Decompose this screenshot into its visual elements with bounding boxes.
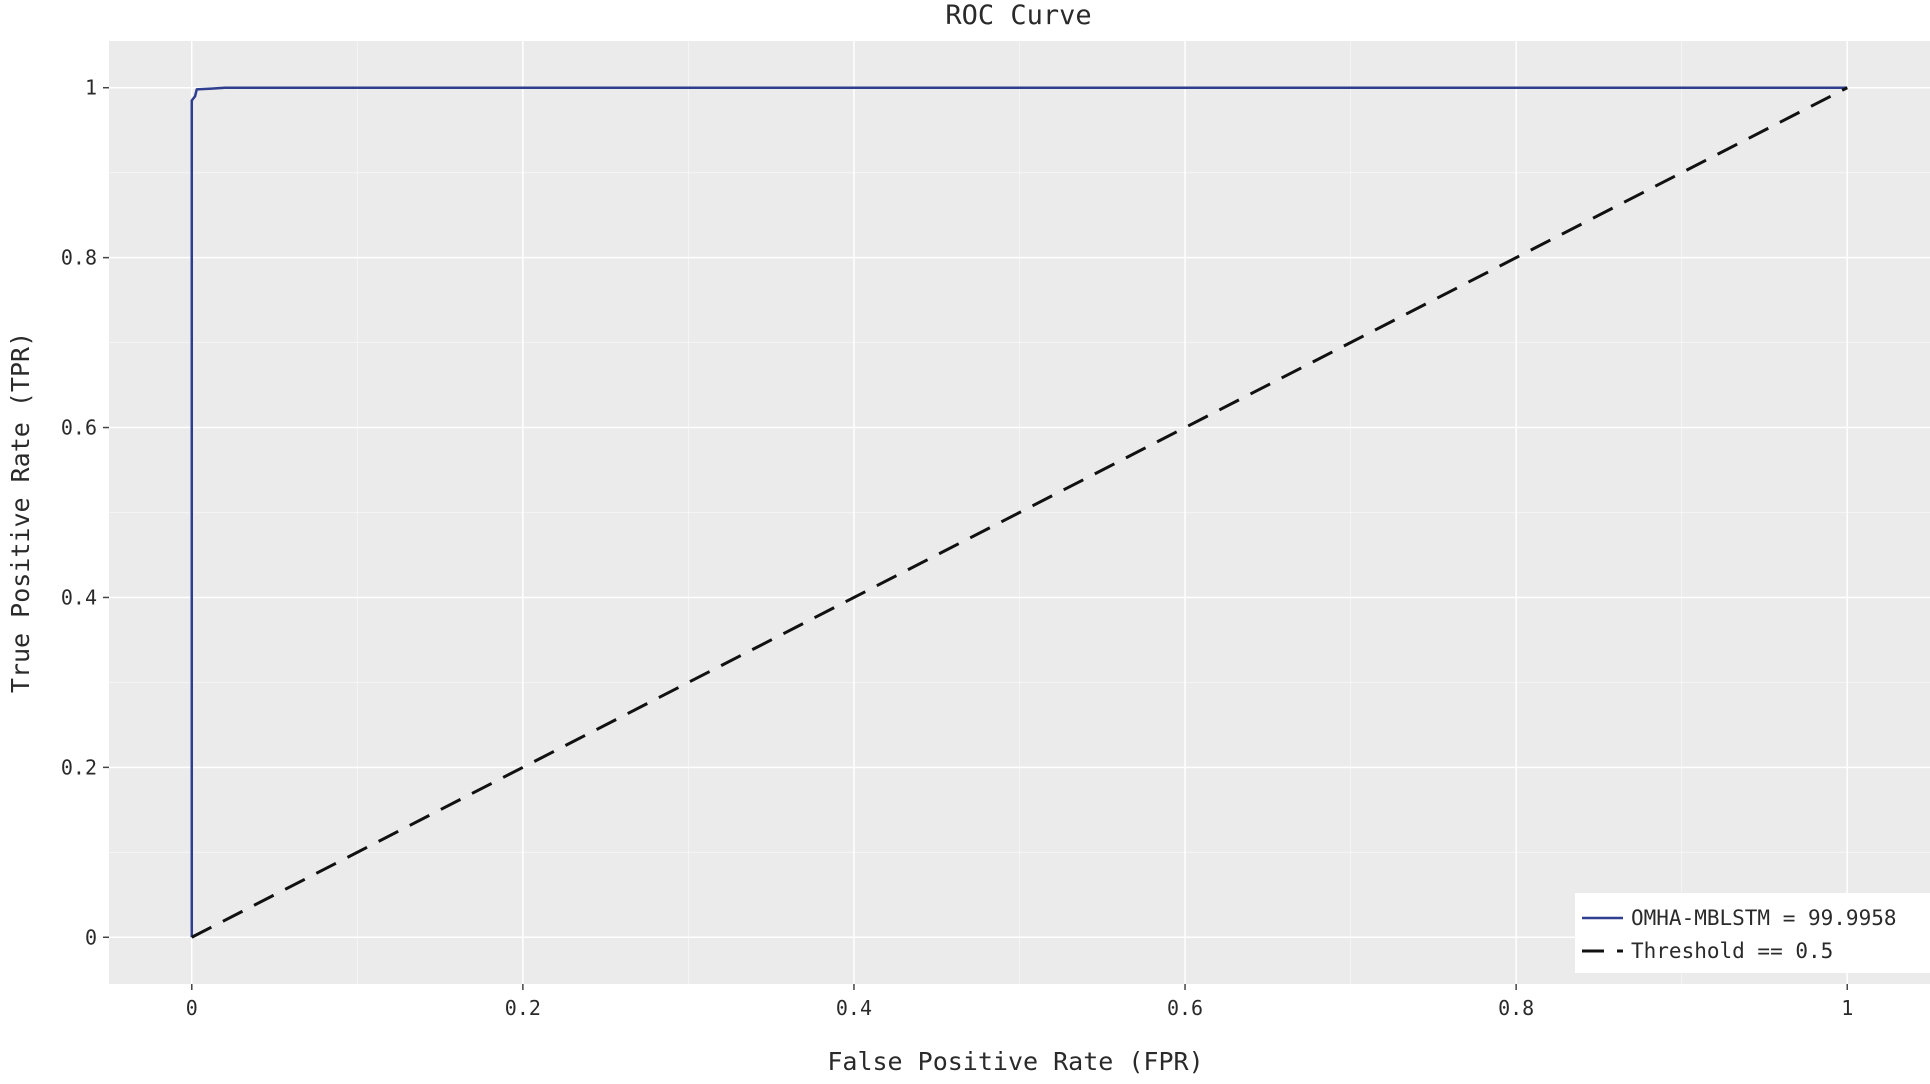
- x-tick-label: 1: [1841, 996, 1853, 1020]
- y-tick-label: 0.2: [61, 755, 97, 779]
- legend-entry-label: OMHA-MBLSTM = 99.9958: [1631, 906, 1897, 930]
- y-tick-label: 0.8: [61, 246, 97, 270]
- x-tick-label: 0.8: [1498, 996, 1534, 1020]
- x-axis-title: False Positive Rate (FPR): [827, 1047, 1203, 1076]
- roc-curve-line: [190, 86, 1848, 938]
- series-lines: [190, 86, 1848, 939]
- y-tick-label: 0.4: [61, 585, 97, 609]
- chart-title: ROC Curve: [945, 0, 1091, 31]
- threshold-line: [191, 86, 1848, 939]
- y-axis-title: True Positive Rate (TPR): [6, 332, 35, 693]
- legend: OMHA-MBLSTM = 99.9958 Threshold == 0.5: [1575, 893, 1930, 973]
- tick-labels: 0 0.2 0.4 0.6 0.8 1 0 0.2 0.4 0.6 0.8 1: [61, 76, 1853, 1020]
- x-tick-label: 0.6: [1167, 996, 1203, 1020]
- x-tick-label: 0.2: [505, 996, 541, 1020]
- x-tick-label: 0.4: [836, 996, 872, 1020]
- x-tick-label: 0: [186, 996, 198, 1020]
- y-tick-label: 0.6: [61, 416, 97, 440]
- y-tick-label: 0: [85, 925, 97, 949]
- legend-box: [1575, 893, 1930, 973]
- y-tick-label: 1: [85, 76, 97, 100]
- legend-entry-label: Threshold == 0.5: [1631, 939, 1833, 963]
